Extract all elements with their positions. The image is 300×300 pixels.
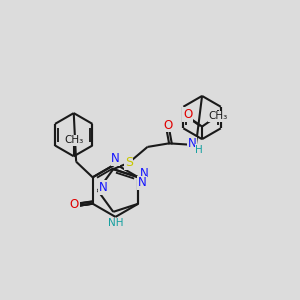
Text: N: N <box>140 167 148 180</box>
Text: O: O <box>70 198 79 212</box>
Text: N: N <box>138 176 146 189</box>
Text: O: O <box>183 108 192 121</box>
Text: CH₃: CH₃ <box>208 111 228 121</box>
Text: NH: NH <box>108 218 124 229</box>
Text: H: H <box>195 145 203 154</box>
Text: S: S <box>125 156 133 169</box>
Text: CH₃: CH₃ <box>64 135 83 146</box>
Text: O: O <box>163 119 172 132</box>
Text: N: N <box>111 152 120 165</box>
Text: N: N <box>99 181 107 194</box>
Text: N: N <box>188 137 196 150</box>
